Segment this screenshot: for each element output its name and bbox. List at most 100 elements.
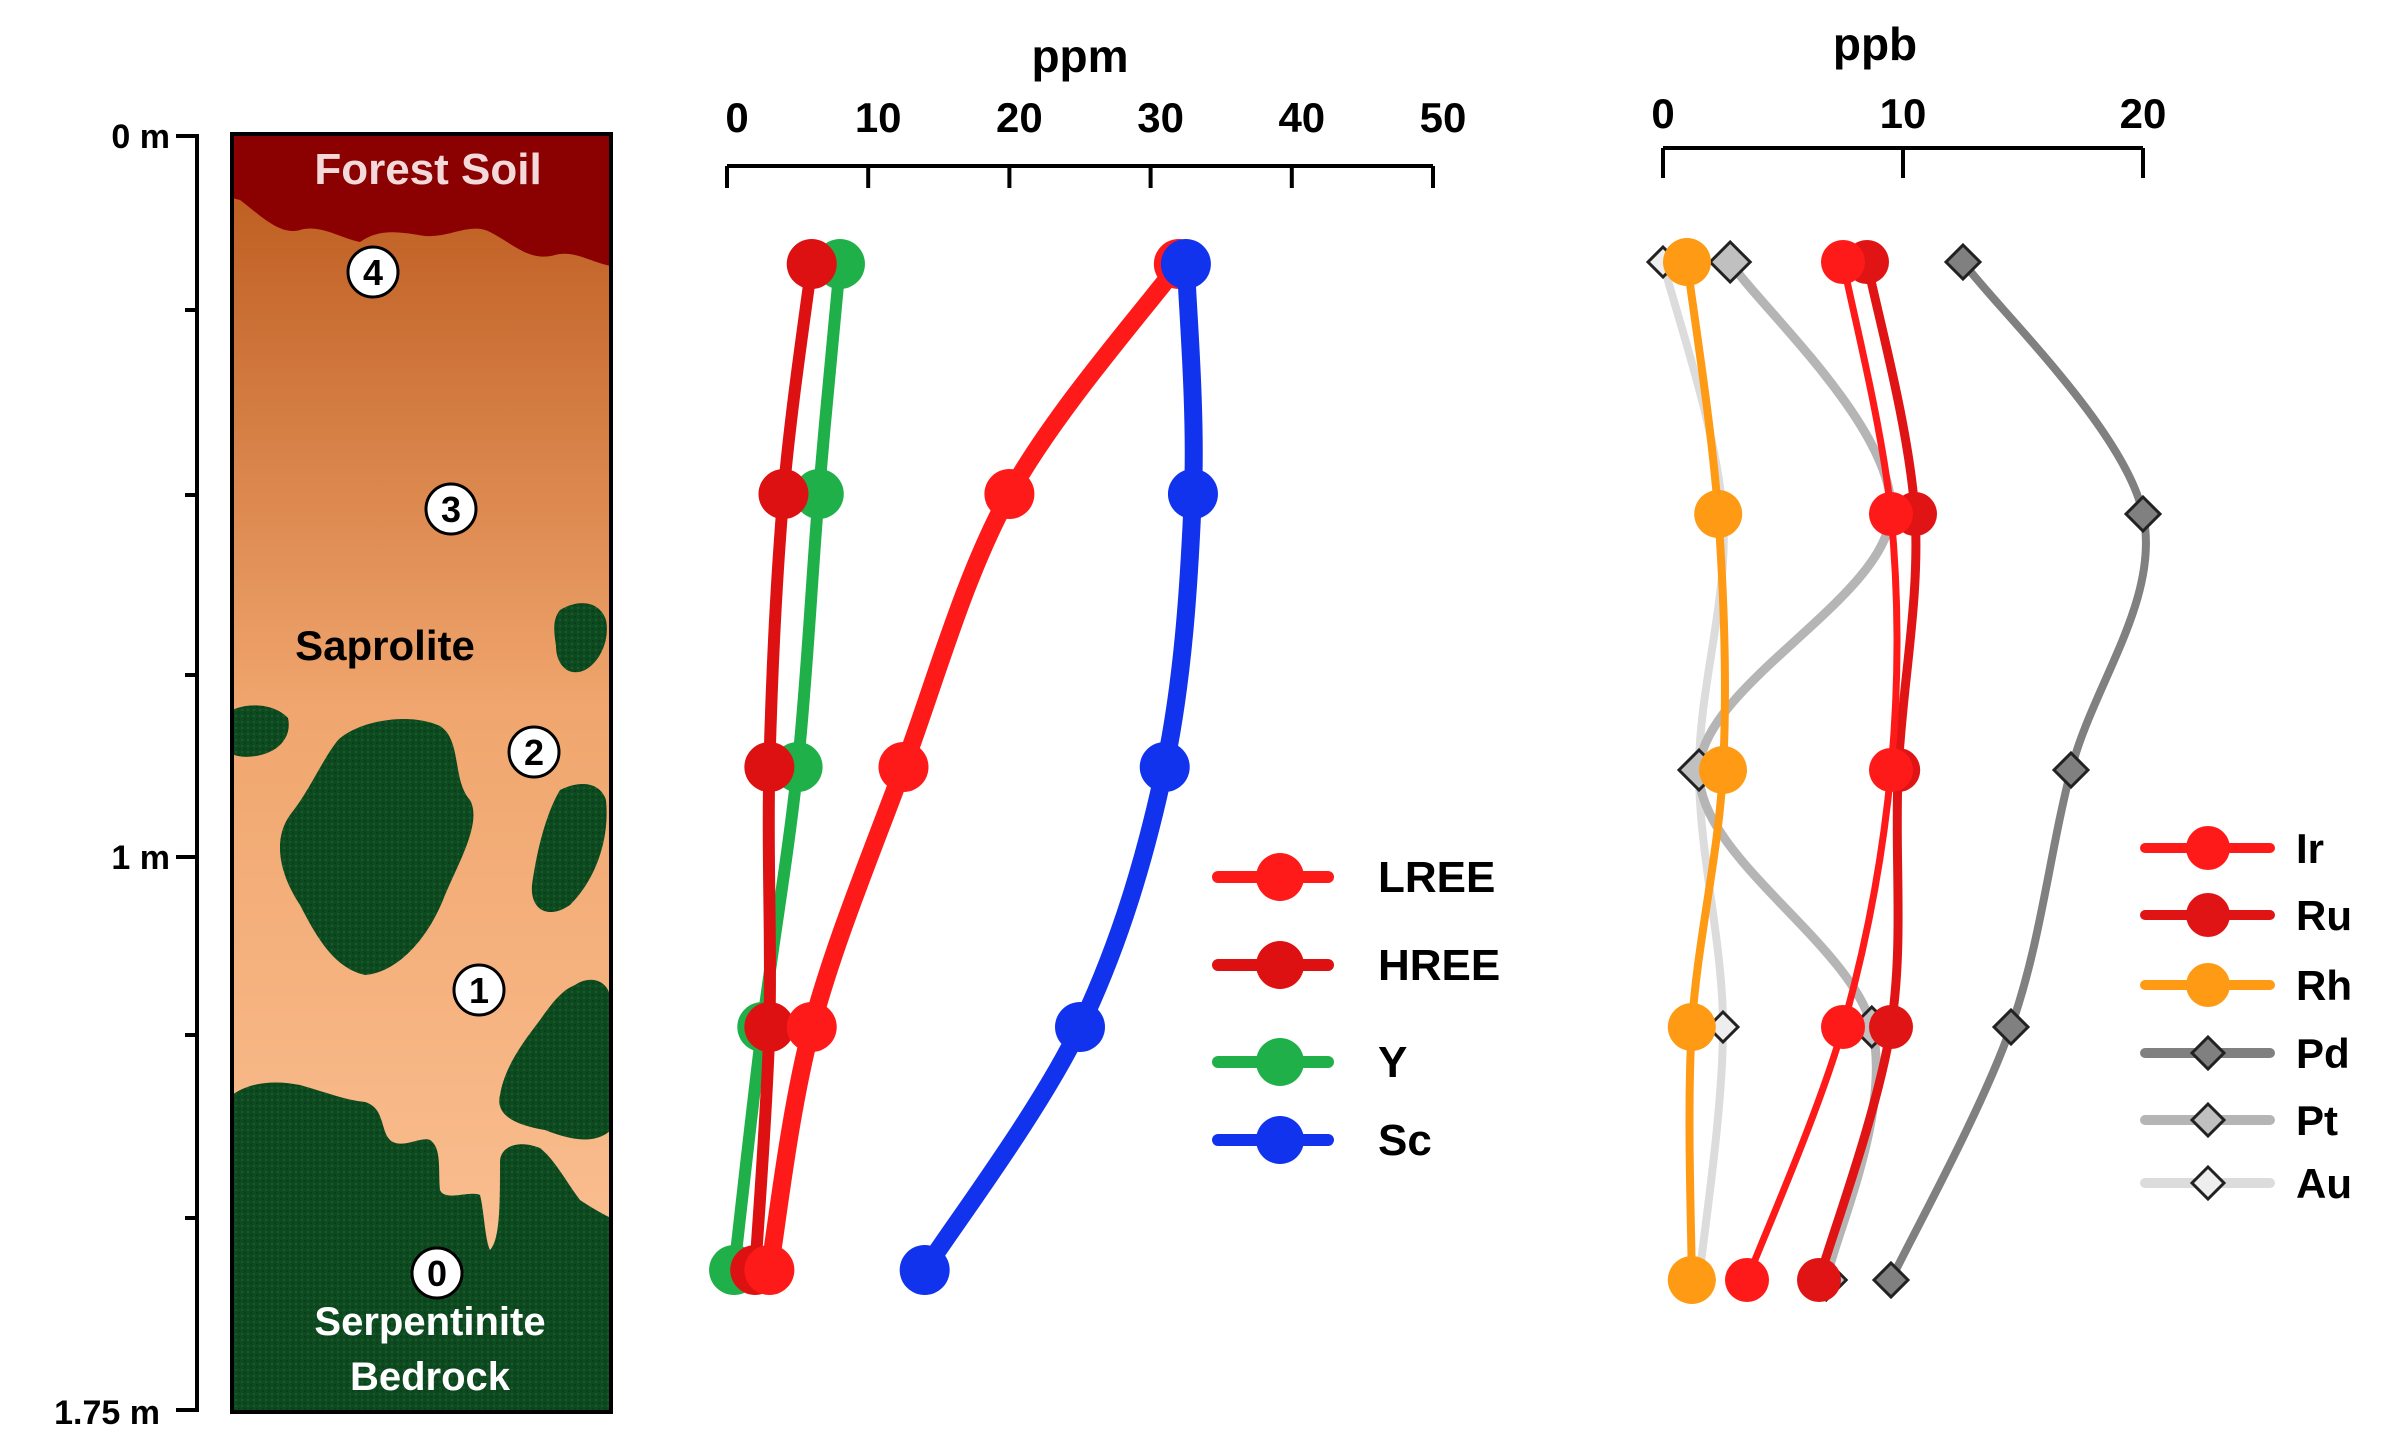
ppb-axis-title: ppb	[1833, 18, 1917, 70]
point-sc	[1055, 1002, 1105, 1052]
sample-marker-2: 2	[507, 725, 561, 779]
legend-swatch-marker	[2186, 963, 2230, 1007]
sample-number: 4	[363, 252, 383, 293]
bedrock-label-line2: Bedrock	[350, 1355, 511, 1399]
point-pd	[1871, 1260, 1911, 1300]
saprolite-label: Saprolite	[295, 622, 475, 669]
point-rh	[1667, 1003, 1716, 1051]
ppb-axis: 0 10 20	[1651, 90, 2166, 178]
point-lree	[786, 1002, 837, 1052]
legend-swatch-marker	[1256, 941, 1304, 989]
ppm-series	[709, 239, 1218, 1295]
point-pt	[1708, 239, 1753, 285]
point-rh	[1663, 238, 1711, 286]
soil-profile: 0 m 1 m 1.75 m Forest Soil Saprolite Ser…	[54, 118, 613, 1432]
boulder	[232, 705, 289, 757]
point-pd	[2051, 750, 2091, 790]
point-lree	[984, 469, 1035, 519]
point-hree	[744, 1002, 795, 1052]
point-ru	[1797, 1258, 1841, 1302]
legend-swatch-marker	[2189, 1101, 2227, 1139]
legend-swatch-marker	[1256, 1038, 1304, 1086]
boulder	[499, 979, 611, 1140]
legend-ppb: Ir Ru Rh Pd Pt Au	[2140, 825, 2352, 1207]
point-pd	[2123, 494, 2163, 534]
series-ir	[1725, 240, 1913, 1302]
point-hree	[758, 469, 809, 519]
series-sc	[899, 239, 1218, 1295]
legend-item-pd: Pd	[2140, 1030, 2350, 1077]
ppm-tick-label: 50	[1420, 94, 1467, 141]
legend-swatch-marker	[2186, 826, 2230, 870]
sample-number: 0	[427, 1253, 447, 1294]
legend-label: Y	[1378, 1038, 1407, 1087]
point-sc	[1167, 469, 1218, 519]
series-ru	[1797, 240, 1937, 1302]
boulder	[279, 718, 474, 975]
depth-label-175m: 1.75 m	[54, 1394, 160, 1432]
legend-ppm: LREE HREE Y Sc	[1212, 853, 1500, 1165]
legend-label: HREE	[1378, 941, 1500, 990]
series-pd	[1871, 242, 2163, 1300]
point-ir	[1869, 492, 1913, 536]
ppm-axis-title: ppm	[1031, 30, 1128, 82]
point-ru	[1869, 1005, 1913, 1049]
legend-swatch-marker	[2189, 1164, 2227, 1202]
ppm-axis: 0 10 20 30 40 50	[725, 94, 1466, 188]
point-ir	[1821, 240, 1865, 284]
sample-number: 3	[441, 489, 461, 530]
legend-label: Ir	[2296, 825, 2324, 872]
legend-item-hree: HREE	[1212, 941, 1500, 990]
ppm-tick-label: 0	[725, 94, 748, 141]
series-line-pd	[1887, 258, 2150, 1284]
point-pd	[1943, 242, 1983, 282]
legend-item-au: Au	[2140, 1160, 2352, 1207]
point-ir	[1821, 1005, 1865, 1049]
profile-frame	[230, 132, 613, 1414]
point-pd	[1991, 1007, 2031, 1047]
forest-soil-layer	[232, 134, 611, 266]
sample-marker-4: 4	[346, 245, 400, 299]
depth-label-1m: 1 m	[111, 839, 170, 877]
ppb-chart: ppb 0 10 20	[1645, 18, 2166, 1304]
point-ir	[1869, 748, 1913, 792]
ppb-tick-label: 20	[2120, 90, 2167, 137]
legend-item-y: Y	[1212, 1038, 1407, 1087]
ppm-tick-label: 40	[1278, 94, 1325, 141]
boulder	[554, 603, 607, 673]
point-hree	[786, 239, 837, 289]
point-y	[793, 469, 844, 519]
legend-swatch-marker	[2186, 893, 2230, 937]
ppb-tick-label: 0	[1651, 90, 1674, 137]
legend-label: Sc	[1378, 1116, 1432, 1165]
legend-label: Pd	[2296, 1030, 2350, 1077]
bedrock-layer	[232, 1082, 611, 1412]
boulder	[531, 784, 607, 913]
point-ir	[1725, 1258, 1769, 1302]
legend-label: Rh	[2296, 962, 2352, 1009]
legend-label: Ru	[2296, 892, 2352, 939]
point-lree	[744, 1245, 795, 1295]
point-sc	[1139, 742, 1190, 792]
ppm-chart: ppm 0 10 20 30 40 50	[709, 30, 1466, 1295]
legend-item-lree: LREE	[1212, 853, 1495, 902]
ppm-tick-label: 30	[1137, 94, 1184, 141]
point-sc	[899, 1245, 950, 1295]
series-lree	[744, 239, 1204, 1295]
point-rh	[1694, 490, 1743, 538]
sample-marker-3: 3	[424, 482, 478, 536]
legend-swatch-marker	[1256, 853, 1304, 901]
legend-label: Au	[2296, 1160, 2352, 1207]
depth-label-0m: 0 m	[111, 118, 170, 156]
sample-number: 2	[524, 732, 544, 773]
bedrock-label-line1: Serpentinite	[314, 1300, 545, 1344]
point-rh	[1699, 746, 1747, 794]
sample-number: 1	[469, 970, 489, 1011]
forest-soil-label: Forest Soil	[314, 145, 541, 194]
point-hree	[744, 742, 795, 792]
ppm-tick-label: 20	[996, 94, 1043, 141]
sample-marker-1: 1	[452, 963, 506, 1017]
ppb-tick-label: 10	[1880, 90, 1927, 137]
legend-item-ir: Ir	[2140, 825, 2324, 872]
